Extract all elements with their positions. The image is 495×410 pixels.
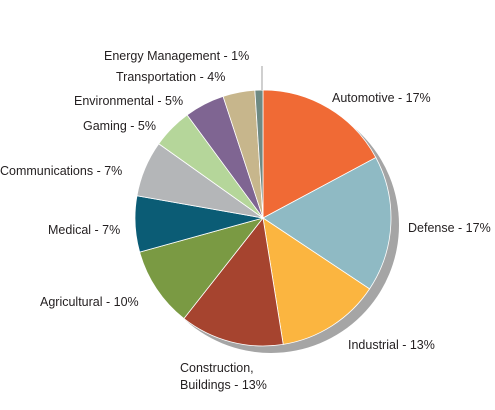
pie-slice-agricultural: [139, 217, 265, 320]
pie-label-environmental: Environmental - 5%: [74, 94, 183, 108]
pie-label-defense: Defense - 17%: [408, 221, 491, 235]
pie-label-industrial: Industrial - 13%: [348, 338, 435, 352]
pie-label-medical: Medical - 7%: [48, 223, 120, 237]
pie-label-automotive: Automotive - 17%: [332, 91, 431, 105]
pie-slice-industrial: [262, 217, 371, 345]
pie-slice-defense: [262, 157, 392, 290]
pie-label-energy-management: Energy Management - 1%: [104, 49, 249, 63]
pie-label-agricultural: Agricultural - 10%: [40, 295, 139, 309]
pie-label-communications: Communications - 7%: [0, 164, 122, 178]
pie-slice-automotive: [262, 89, 377, 219]
pie-slice-energy-management: [254, 89, 264, 219]
pie-label-construction-buildings: Construction, Buildings - 13%: [180, 361, 267, 392]
pie-slice-construction-buildings: [183, 217, 284, 347]
pie-label-gaming: Gaming - 5%: [83, 119, 156, 133]
pie-label-transportation: Transportation - 4%: [116, 70, 225, 84]
